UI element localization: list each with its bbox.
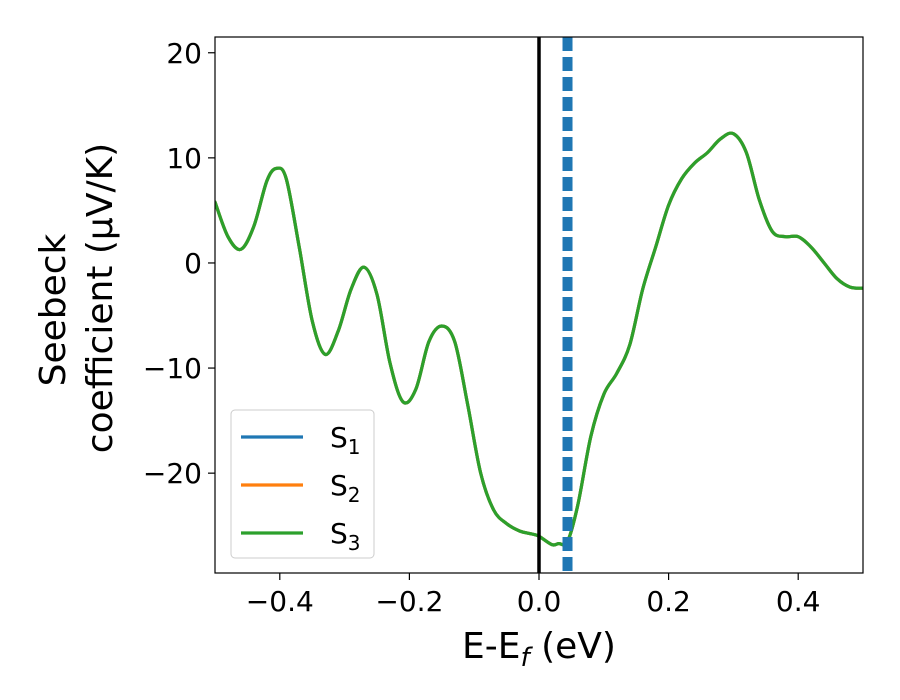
x-tick-label: 0.4	[776, 585, 821, 618]
x-axis-label: E-Ef (eV)	[462, 626, 616, 673]
x-axis-label-main: E-E	[462, 626, 520, 667]
y-tick-label: −20	[143, 457, 202, 490]
x-tick-label: −0.4	[246, 585, 314, 618]
ticks-layer: −0.4 −0.2 0.0 0.2 0.4 −20 −10 0 10 20	[143, 37, 821, 618]
y-tick-label: 20	[166, 37, 202, 70]
x-tick-label: 0.2	[646, 585, 691, 618]
lines-layer	[215, 37, 863, 573]
y-tick-label: −10	[143, 352, 202, 385]
legend-label-s1: S1	[330, 421, 361, 459]
legend-label-s2: S2	[330, 469, 361, 507]
x-tick-label: −0.2	[375, 585, 443, 618]
legend-label-s3: S3	[330, 517, 361, 555]
y-tick-label: 0	[184, 247, 202, 280]
y-axis-label-line1: Seebeck	[33, 233, 74, 386]
x-axis-label-unit: (eV)	[530, 626, 616, 667]
y-tick-label: 10	[166, 142, 202, 175]
legend: S1 S2 S3	[230, 409, 375, 559]
x-tick-label: 0.0	[517, 585, 562, 618]
y-axis-label-line2: coefficient (μV/K)	[80, 143, 121, 453]
